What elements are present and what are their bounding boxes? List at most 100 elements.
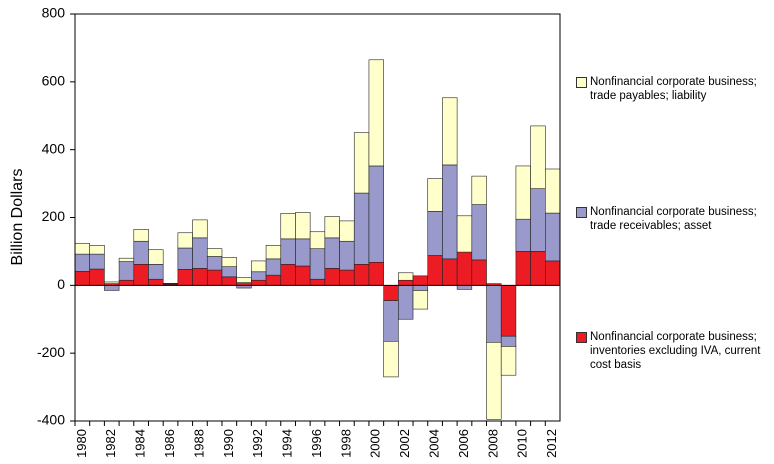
bar-segment [148,278,164,286]
bar-segment [221,276,237,286]
legend-swatch [576,332,587,343]
x-tick-label: 1998 [338,429,353,458]
bar-segment [309,248,326,280]
bar-segment [295,265,311,286]
bar-segment [471,175,487,205]
plot-frame [74,13,561,422]
bar-segment [456,285,473,290]
bar-segment [383,285,399,301]
bar-segment [133,264,149,286]
bar-segment [221,257,237,267]
x-tick-label: 1994 [280,429,295,458]
bar-segment [368,59,384,167]
bar-segment [398,272,414,281]
bar-segment [368,261,384,286]
bar-segment [177,269,193,286]
bar-segment [192,268,208,286]
legend-label: Nonfinancial corporate business; trade p… [590,76,757,102]
x-tick-label: 2006 [456,429,471,458]
legend-item: Nonfinancial corporate business; invento… [576,330,772,372]
bar-segment [206,269,223,286]
x-tick-label: 2004 [427,429,442,458]
y-tick-label: -200 [37,344,65,360]
bar-segment [148,264,164,280]
bar-segment [412,290,429,310]
x-tick-label: 2000 [368,429,383,458]
bar-segment [265,245,282,260]
bar-segment [353,132,370,194]
bar-segment [280,213,296,240]
bar-segment [442,258,458,286]
legend-swatch [576,77,587,88]
x-tick-label: 2010 [515,429,530,458]
bar-segment [309,278,326,286]
bar-segment [89,245,105,255]
bar-segment [515,165,531,220]
bar-segment [309,231,326,250]
bar-segment [353,192,370,265]
x-tick-label: 2012 [544,429,559,458]
bar-segment [177,247,193,270]
bar-segment [515,251,531,286]
bar-segment [339,220,355,242]
bar-segment [383,300,399,342]
y-tick-label: 0 [57,276,65,292]
bar-segment [353,264,370,286]
bar-segment [339,240,355,271]
x-tick-label: 1990 [221,429,236,458]
bar-segment [442,164,458,260]
x-tick-label: 1982 [103,429,118,458]
bar-segment [280,264,296,286]
bar-segment [398,279,414,286]
legend-label: Nonfinancial corporate business; invento… [590,331,761,371]
bar-segment [251,279,267,286]
bar-segment [500,346,517,376]
bar-segment [74,253,90,272]
bar-segment [324,268,340,286]
bar-segment [295,238,311,267]
bar-segment [118,261,135,281]
y-tick-label: -400 [37,412,65,428]
bar-segment [500,335,517,347]
bar-segment [456,215,473,253]
bar-segment [192,219,208,239]
bar-segment [133,229,149,242]
bar-segment [236,277,252,283]
bar-segment [530,251,546,286]
bar-segment [295,212,311,240]
bar-segment [89,268,105,286]
y-axis-label: Billion Dollars [9,169,26,266]
legend-item: Nonfinancial corporate business; trade p… [576,75,772,103]
bar-segment [339,269,355,286]
x-tick-label: 1986 [162,429,177,458]
bar-segment [486,342,502,420]
bar-segment [383,340,399,378]
bar-segment [427,178,443,212]
bar-segment [104,281,120,284]
bar-segment [515,218,531,252]
x-tick-label: 1996 [309,429,324,458]
bar-segment [177,232,193,249]
x-tick-label: 1980 [74,429,89,458]
bar-segment [471,259,487,286]
bar-segment [412,285,429,291]
bar-segment [545,168,561,214]
legend-label: Nonfinancial corporate business; trade r… [590,206,757,232]
bar-segment [427,211,443,256]
bar-segment [545,260,561,286]
bar-segment [265,274,282,286]
bar-segment [148,249,164,265]
x-tick-label: 1992 [250,429,265,458]
y-tick-label: 200 [42,208,66,224]
bar-segment [456,251,473,286]
bar-segment [530,188,546,252]
bar-segment [118,279,135,286]
bar-segment [118,257,135,262]
x-tick-label: 2002 [397,429,412,458]
bar-segment [545,212,561,262]
bar-segment [398,285,414,320]
bar-segment [251,260,267,273]
bar-segment [412,275,429,286]
